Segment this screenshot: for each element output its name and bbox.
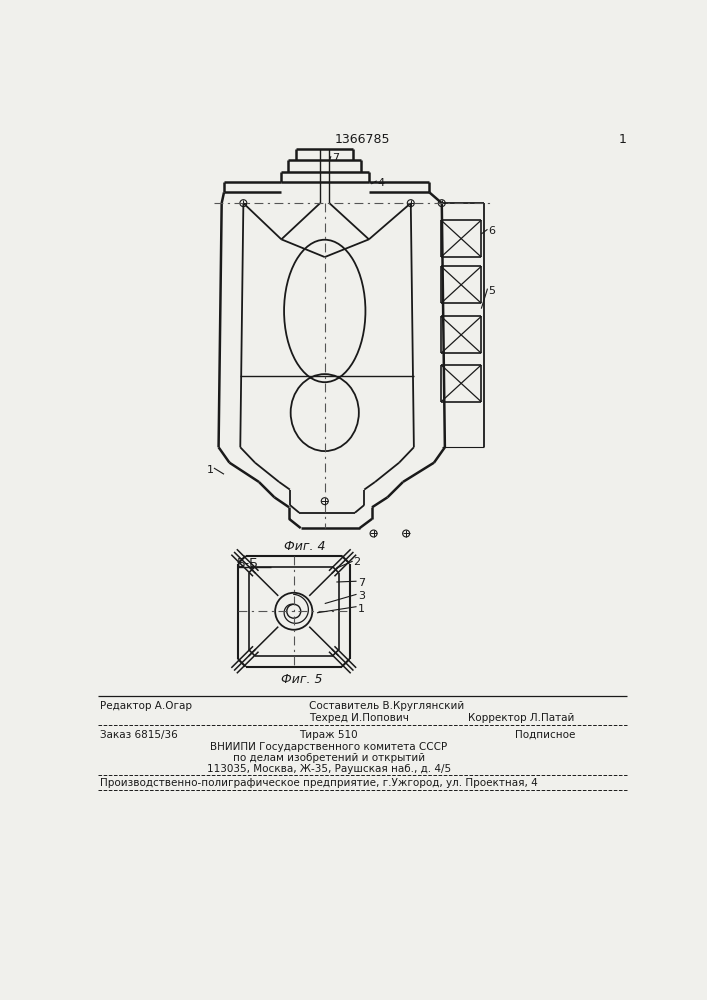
- Text: 4: 4: [378, 178, 385, 188]
- Text: 1366785: 1366785: [334, 133, 390, 146]
- Text: 7: 7: [332, 153, 339, 163]
- Text: Фиг. 5: Фиг. 5: [281, 673, 322, 686]
- Text: по делам изобретений и открытий: по делам изобретений и открытий: [233, 753, 425, 763]
- Text: Составитель В.Круглянский: Составитель В.Круглянский: [309, 701, 464, 711]
- Text: 1: 1: [207, 465, 214, 475]
- Text: 113035, Москва, Ж-35, Раушская наб., д. 4/5: 113035, Москва, Ж-35, Раушская наб., д. …: [206, 764, 450, 774]
- Text: Фиг. 4: Фиг. 4: [284, 540, 325, 553]
- Text: Корректор Л.Патай: Корректор Л.Патай: [468, 713, 575, 723]
- Text: 1: 1: [619, 133, 627, 146]
- Text: 2: 2: [354, 557, 361, 567]
- Text: Производственно-полиграфическое предприятие, г.Ужгород, ул. Проектная, 4: Производственно-полиграфическое предприя…: [100, 778, 538, 788]
- Text: 7: 7: [358, 578, 366, 588]
- Text: ВНИИПИ Государственного комитета СССР: ВНИИПИ Государственного комитета СССР: [210, 742, 448, 752]
- Text: 3: 3: [358, 591, 365, 601]
- Text: Редактор А.Огар: Редактор А.Огар: [100, 701, 192, 711]
- Text: Подписное: Подписное: [515, 730, 575, 740]
- Text: Тираж 510: Тираж 510: [299, 730, 358, 740]
- Text: Техред И.Попович: Техред И.Попович: [309, 713, 409, 723]
- Text: 5: 5: [489, 286, 496, 296]
- Text: 6: 6: [489, 226, 496, 236]
- Text: Заказ 6815/36: Заказ 6815/36: [100, 730, 177, 740]
- Text: Б-Б: Б-Б: [237, 557, 259, 570]
- Text: 1: 1: [358, 604, 365, 614]
